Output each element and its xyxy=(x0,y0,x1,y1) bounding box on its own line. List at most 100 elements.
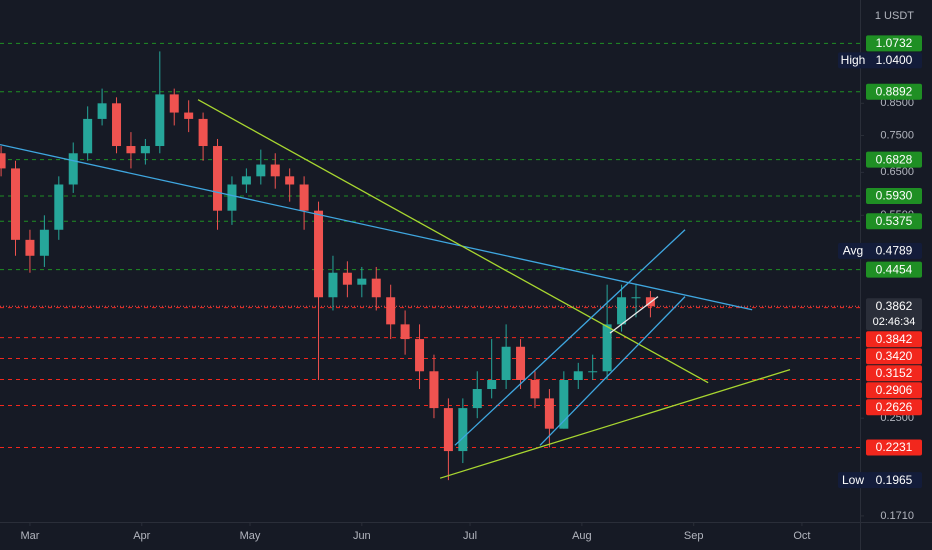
marker-name-box xyxy=(838,242,868,259)
price-tag-label: 0.6828 xyxy=(876,152,913,166)
candle-body xyxy=(299,184,309,211)
price-tag-label: 0.3842 xyxy=(876,332,913,346)
trendline xyxy=(539,296,686,446)
candle-body xyxy=(443,408,453,452)
price-tag-label: 0.4789 xyxy=(876,244,913,258)
x-tick-label: Jun xyxy=(353,530,371,542)
candle-body xyxy=(544,398,554,429)
price-tag xyxy=(866,83,922,100)
price-tag-label: 0.2626 xyxy=(876,400,913,414)
unit-label: 1 USDT xyxy=(875,10,914,22)
countdown: 02:46:34 xyxy=(873,316,916,328)
price-tag-label: 1.0732 xyxy=(876,36,913,50)
trendline xyxy=(609,296,659,334)
candle-body xyxy=(112,103,122,147)
candle-body xyxy=(241,176,251,185)
price-tag xyxy=(866,382,922,399)
candle-body xyxy=(25,239,35,256)
candle-body xyxy=(458,408,468,452)
candle-body xyxy=(184,112,194,119)
candle-body xyxy=(371,278,381,298)
candle-body xyxy=(285,176,295,185)
candle-body xyxy=(472,389,482,409)
candle-body xyxy=(328,272,338,298)
price-tag xyxy=(866,439,922,456)
marker-name: High xyxy=(841,53,866,67)
candle-body xyxy=(501,346,511,381)
candle-body xyxy=(357,278,367,285)
candle-body xyxy=(487,380,497,390)
candle-body xyxy=(169,94,179,113)
price-tag-label: 0.1965 xyxy=(876,473,913,487)
x-tick-label: Oct xyxy=(793,530,810,542)
marker-name: Low xyxy=(842,473,864,487)
price-tag xyxy=(866,399,922,416)
y-tick-label: 0.6500 xyxy=(880,166,914,178)
candle-body xyxy=(0,153,6,169)
candle-body xyxy=(97,103,107,119)
price-tag-label: 0.4454 xyxy=(876,262,913,276)
candle-body xyxy=(227,184,237,211)
candle-body xyxy=(617,297,627,325)
candle-body xyxy=(198,118,208,147)
price-tag xyxy=(866,242,922,259)
x-tick-label: Aug xyxy=(572,530,592,542)
price-tag-label: 0.2906 xyxy=(876,383,913,397)
candle-body xyxy=(314,210,324,298)
price-tag xyxy=(866,348,922,365)
price-tag xyxy=(866,213,922,230)
y-tick-label: 0.7500 xyxy=(880,129,914,141)
marker-name-box xyxy=(838,52,868,69)
price-tag xyxy=(866,472,922,489)
y-tick-label: 0.1710 xyxy=(880,510,914,522)
price-tag xyxy=(866,365,922,382)
x-tick-label: May xyxy=(240,530,261,542)
candle-body xyxy=(559,380,569,429)
candle-body xyxy=(429,371,439,409)
price-tag-label: 0.5375 xyxy=(876,214,913,228)
candle-body xyxy=(68,153,78,185)
x-tick-label: Apr xyxy=(133,530,150,542)
candle-body xyxy=(126,146,136,154)
marker-name-box xyxy=(838,472,868,489)
candle-body xyxy=(588,371,598,373)
candle-body xyxy=(54,184,64,230)
price-tag xyxy=(866,298,922,331)
trendline xyxy=(197,99,709,384)
candle-body xyxy=(415,339,425,372)
candle-body xyxy=(256,164,266,177)
x-tick-label: Jul xyxy=(463,530,477,542)
candle-body xyxy=(83,118,93,154)
candle-body xyxy=(270,164,280,177)
candle-body xyxy=(155,94,165,147)
marker-name: Avg xyxy=(843,244,863,258)
price-tag xyxy=(866,151,922,168)
candle-body xyxy=(386,297,396,325)
trendline xyxy=(0,143,753,311)
price-tag xyxy=(866,331,922,348)
price-tag xyxy=(866,52,922,69)
candle-body xyxy=(573,371,583,381)
candle-body xyxy=(140,146,150,154)
candle-body xyxy=(11,168,21,240)
price-tag xyxy=(866,35,922,52)
candle-body xyxy=(516,346,526,381)
candle-body xyxy=(602,324,612,372)
trendline xyxy=(454,229,686,446)
y-tick-label: 0.8500 xyxy=(880,97,914,109)
candle-body xyxy=(213,146,223,211)
price-tag-label: 0.8892 xyxy=(876,84,913,98)
candle-body xyxy=(530,380,540,399)
price-tag xyxy=(866,261,922,278)
candle-body xyxy=(400,324,410,340)
price-tag-label: 0.3152 xyxy=(876,366,913,380)
candle-body xyxy=(342,272,352,285)
price-tag-label: 0.3862 xyxy=(876,299,913,313)
candle-body xyxy=(631,297,641,299)
price-tag-label: 0.5930 xyxy=(876,189,913,203)
trendline xyxy=(439,368,791,479)
price-tag-label: 1.0400 xyxy=(876,53,913,67)
x-tick-label: Mar xyxy=(20,530,39,542)
